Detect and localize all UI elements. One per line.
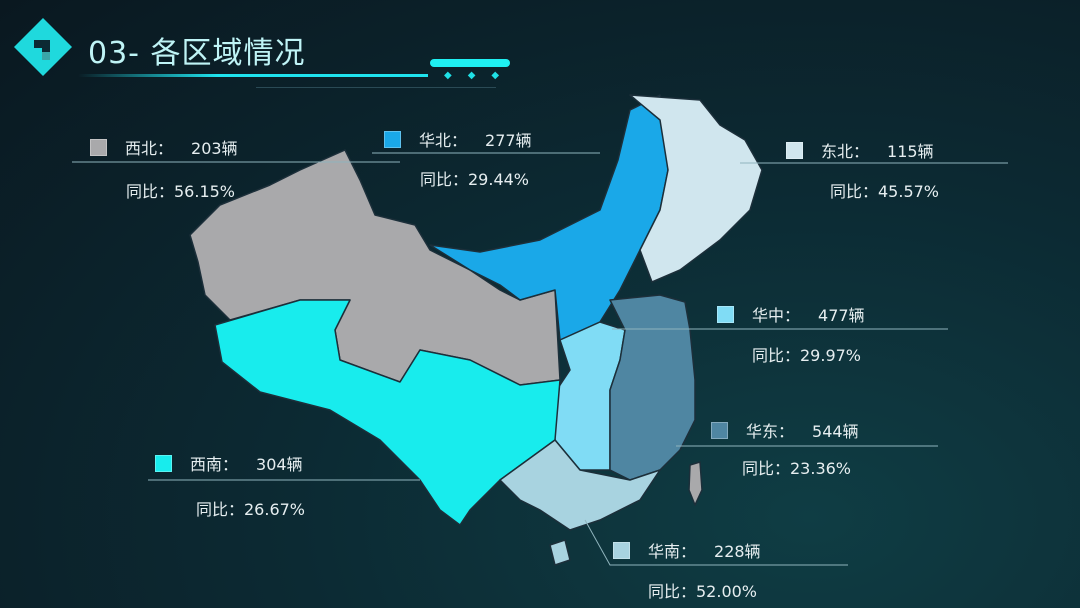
yoy-central: 同比：29.97% bbox=[752, 346, 862, 365]
label-southwest: 西南： 304辆 bbox=[155, 451, 303, 475]
title-underline bbox=[78, 74, 428, 77]
legend-swatch bbox=[90, 139, 107, 156]
region-taiwan[interactable] bbox=[688, 461, 703, 506]
label-east: 华东： 544辆 bbox=[711, 418, 859, 442]
decor-bar bbox=[430, 59, 510, 67]
yoy-northeast: 同比：45.57% bbox=[830, 182, 940, 201]
legend-swatch bbox=[155, 455, 172, 472]
page-title: 03- 各区域情况 bbox=[88, 36, 306, 71]
label-northeast: 东北： 115辆 bbox=[786, 138, 934, 162]
region-northeast[interactable] bbox=[629, 94, 763, 283]
region-east[interactable] bbox=[609, 294, 696, 481]
label-north: 华北： 277辆 bbox=[384, 127, 532, 151]
legend-swatch bbox=[786, 142, 803, 159]
diamond-logo-icon bbox=[14, 18, 72, 76]
legend-swatch bbox=[384, 131, 401, 148]
label-south: 华南： 228辆 bbox=[613, 538, 761, 562]
legend-swatch bbox=[711, 422, 728, 439]
yoy-north: 同比：29.44% bbox=[420, 170, 530, 189]
leader-line-south bbox=[584, 519, 848, 566]
region-hainan[interactable] bbox=[549, 539, 571, 566]
decor-diamonds: ◆◆◆ bbox=[444, 70, 516, 81]
label-central: 华中： 477辆 bbox=[717, 302, 865, 326]
label-northwest: 西北： 203辆 bbox=[90, 135, 238, 159]
region-south[interactable] bbox=[499, 439, 661, 531]
legend-swatch bbox=[717, 306, 734, 323]
yoy-east: 同比：23.36% bbox=[742, 459, 852, 478]
legend-swatch bbox=[613, 542, 630, 559]
decor-line bbox=[256, 87, 496, 88]
yoy-south: 同比：52.00% bbox=[648, 582, 758, 601]
yoy-northwest: 同比：56.15% bbox=[126, 182, 236, 201]
yoy-southwest: 同比：26.67% bbox=[196, 500, 306, 519]
